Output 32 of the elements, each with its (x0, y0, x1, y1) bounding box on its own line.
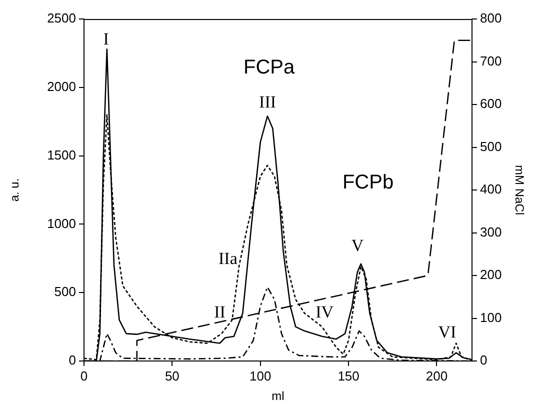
annotation: V (351, 236, 364, 256)
y-tick-label: 2000 (47, 78, 76, 94)
annotation: II (214, 302, 226, 322)
annotation: FCPb (342, 172, 394, 194)
y2-tick-label: 200 (480, 267, 502, 282)
y2-tick-label: 0 (480, 352, 488, 368)
annotation: III (259, 92, 276, 112)
y2-tick-label: 700 (480, 53, 502, 68)
annotation: IV (316, 302, 334, 322)
annotation: IIa (218, 249, 238, 268)
y-axis-title: a. u. (8, 178, 22, 202)
x-tick-label: 50 (164, 368, 180, 384)
x-tick-label: 100 (250, 368, 272, 384)
y-tick-label: 500 (54, 284, 76, 300)
y2-tick-label: 500 (480, 138, 502, 154)
y2-tick-label: 800 (480, 10, 502, 26)
y-tick-label: 1500 (47, 147, 76, 162)
y2-tick-label: 100 (480, 310, 502, 325)
x-axis-title: ml (272, 389, 284, 404)
annotation: FCPa (244, 56, 296, 78)
x-tick-label: 150 (338, 368, 360, 384)
y2-tick-label: 600 (480, 96, 502, 112)
y-tick-label: 2500 (47, 10, 76, 26)
y2-axis-title: mM NaCl (512, 165, 526, 215)
y2-tick-label: 400 (480, 182, 502, 197)
x-tick-label: 0 (80, 368, 88, 384)
annotation: I (103, 30, 110, 49)
annotation: VI (438, 322, 456, 342)
y-tick-label: 1000 (47, 216, 76, 231)
y-tick-label: 0 (68, 352, 76, 368)
y2-tick-label: 300 (480, 224, 502, 240)
x-tick-label: 200 (426, 368, 448, 384)
